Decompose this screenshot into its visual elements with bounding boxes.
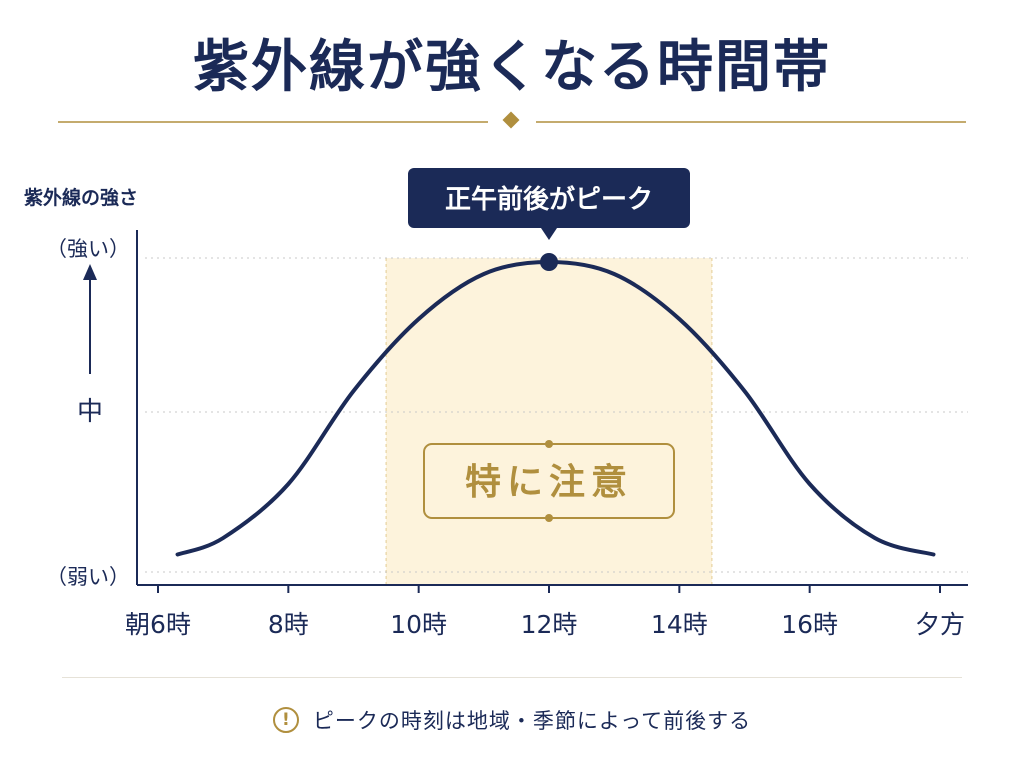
peak-point: [540, 253, 558, 271]
x-tick-label-1: 8時: [268, 610, 309, 639]
highlight-band: [386, 258, 712, 585]
exclamation-circle-icon: !: [272, 707, 299, 733]
x-tick-label-6: 夕方: [915, 610, 965, 639]
footer-divider: [62, 677, 962, 678]
caution-top-dot: [545, 440, 553, 448]
peak-callout-pointer: [541, 228, 557, 240]
caution-bottom-dot: [545, 514, 553, 522]
y-axis-title: 紫外線の強さ: [24, 186, 138, 209]
peak-callout: [408, 168, 690, 228]
peak-label: 正午前後がピーク: [445, 184, 653, 215]
y-level-label-2: （弱い）: [46, 565, 130, 589]
y-level-label-1: 中: [77, 397, 103, 427]
title-divider: [58, 111, 966, 129]
x-tick-label-3: 12時: [521, 610, 578, 639]
x-tick-label-5: 16時: [781, 610, 838, 639]
footnote: ! ピークの時刻は地域・季節によって前後する: [0, 700, 1024, 740]
x-tick-label-4: 14時: [651, 610, 708, 639]
caution-label: 特に注意: [465, 461, 633, 503]
page-title: 紫外線が強くなる時間帯: [193, 34, 831, 100]
up-arrow-icon: [83, 264, 97, 280]
x-tick-label-2: 10時: [390, 610, 447, 639]
footnote-text: ピークの時刻は地域・季節によって前後する: [312, 709, 752, 733]
y-level-label-0: （強い）: [46, 237, 130, 261]
x-tick-label-0: 朝6時: [125, 610, 191, 639]
